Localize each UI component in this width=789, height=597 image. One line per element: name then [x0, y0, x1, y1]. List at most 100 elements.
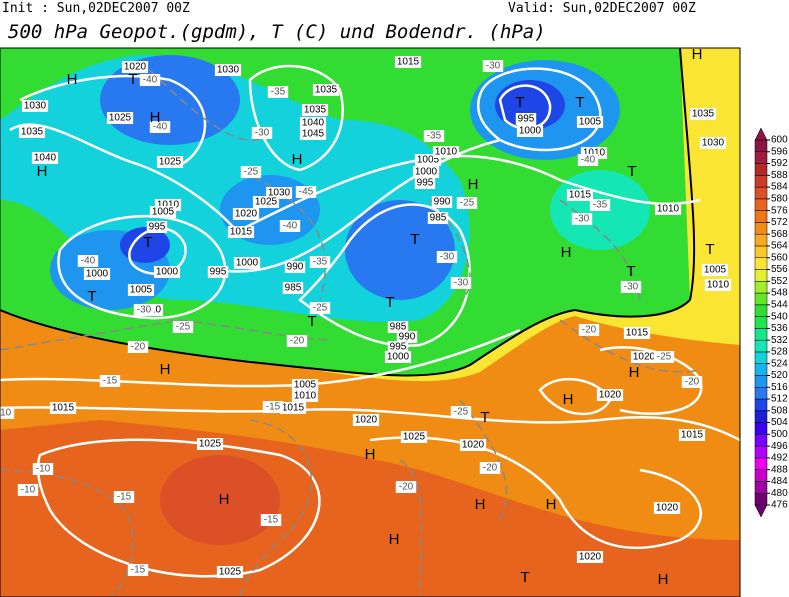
temperature-label-box [450, 277, 472, 289]
temperature-label-box [267, 86, 289, 98]
temperature-label: -20 [290, 336, 305, 347]
temperature-label: -20 [685, 377, 700, 388]
color-band [754, 328, 768, 341]
color-band [754, 245, 768, 258]
temperature-label-box [99, 375, 121, 387]
colorbar-tick-label: 476 [771, 500, 788, 511]
isobar-label-box [576, 551, 604, 563]
temperature-label-box [113, 491, 135, 503]
isobar-label-box [699, 137, 727, 149]
isobar-label: 1030 [702, 138, 725, 149]
color-band [754, 445, 768, 459]
pressure-center: T [575, 94, 584, 111]
temperature-label-box [149, 121, 171, 133]
isobar-label: 1010 [294, 391, 317, 402]
color-band [754, 469, 768, 482]
temperature-label: -30 [255, 128, 270, 139]
pressure-center: T [627, 163, 636, 180]
isobar-label-box [21, 100, 49, 112]
pressure-center: H [692, 46, 703, 63]
isobar-label-box [412, 166, 440, 178]
temperature-label: -30 [575, 214, 590, 225]
colorbar-tick-label: 592 [771, 158, 788, 169]
isobar-label-box [704, 279, 732, 291]
colorbar-tick-label: 504 [771, 417, 788, 428]
isobar-label-box [689, 108, 717, 120]
colorbar-tick-label: 584 [771, 182, 788, 193]
colorbar-tick-label: 544 [771, 299, 788, 310]
isobar-label: 1015 [282, 403, 305, 414]
isobar-label: 985 [285, 283, 302, 294]
colorbar-tick-label: 484 [771, 476, 788, 487]
colorbar-tick-label: 528 [771, 347, 788, 358]
isobar-label-box [233, 257, 261, 269]
isobar-label: 1035 [21, 127, 44, 138]
color-band [754, 398, 768, 412]
isobar-label-box [384, 351, 412, 363]
cold-core [120, 227, 170, 263]
temperature-label-box [681, 376, 703, 388]
pressure-center: H [219, 491, 230, 508]
isobar-label: 1005 [152, 207, 175, 218]
isobar-label-box [387, 321, 409, 333]
pressure-center: H [389, 531, 400, 548]
temperature-label: -25 [657, 352, 672, 363]
isobar-label-box [127, 284, 155, 296]
colorbar-tick-label: 516 [771, 382, 788, 393]
pressure-center: H [365, 446, 376, 463]
isobar-label: 1025 [159, 157, 182, 168]
temperature-label: -15 [103, 376, 118, 387]
color-band [754, 257, 768, 270]
color-band [754, 316, 768, 329]
map-title: 500 hPa Geopot.(gpdm), T (C) und Bodendr… [8, 21, 546, 43]
temperature-label: -40 [581, 155, 596, 166]
isobar-label: 1030 [268, 188, 291, 199]
color-band [754, 375, 768, 388]
temperature-label-box [395, 481, 417, 493]
isobar-label: 1005 [130, 285, 153, 296]
isobar-label-box [121, 61, 149, 73]
isobar-label: 1000 [387, 352, 410, 363]
isobar-label-box [678, 429, 706, 441]
isobar-label-box [284, 261, 306, 273]
temperature-label: -25 [313, 303, 328, 314]
isobar-label-box [566, 189, 594, 201]
color-band [754, 233, 768, 247]
temperature-label: -30 [624, 282, 639, 293]
colorbar-tick-label: 512 [771, 394, 788, 405]
isobar-label: 990 [287, 262, 304, 273]
isobar-label: 1045 [302, 129, 325, 140]
isobar-label: 1040 [34, 153, 57, 164]
temperature-label-box [127, 564, 149, 576]
isobar-label: 1000 [156, 267, 179, 278]
temperature-label: -15 [131, 565, 146, 576]
color-band [754, 198, 768, 211]
isobar-label: 1020 [656, 503, 679, 514]
temperature-label: -10 [36, 464, 51, 475]
isobar-label: 1040 [302, 118, 325, 129]
color-band [754, 387, 768, 400]
hot-core [160, 455, 280, 545]
temperature-label: -20 [131, 342, 146, 353]
color-band [754, 304, 768, 317]
temperature-label: -35 [313, 257, 328, 268]
colorbar-tick-label: 532 [771, 335, 788, 346]
temperature-label: -20 [582, 325, 597, 336]
isobar-label-box [252, 196, 280, 208]
header: Init : Sun,02DEC2007 00Z Valid: Sun,02DE… [2, 1, 696, 43]
temperature-label: -10 [21, 485, 36, 496]
colorbar-tick-label: 524 [771, 358, 788, 369]
pressure-center: H [150, 109, 161, 126]
temperature-label: -35 [271, 87, 286, 98]
color-band [754, 457, 768, 470]
isobar-label-box [301, 104, 329, 116]
isobar-label: 1000 [236, 258, 259, 269]
colorbar-tick-label: 480 [771, 488, 788, 499]
temperature-label-box [262, 401, 284, 413]
temperature-label-box [479, 462, 501, 474]
colorbar-tick-label: 556 [771, 264, 788, 275]
temperature-label-box [240, 166, 262, 178]
pressure-center: T [307, 313, 316, 330]
isobar-label-box [576, 116, 604, 128]
